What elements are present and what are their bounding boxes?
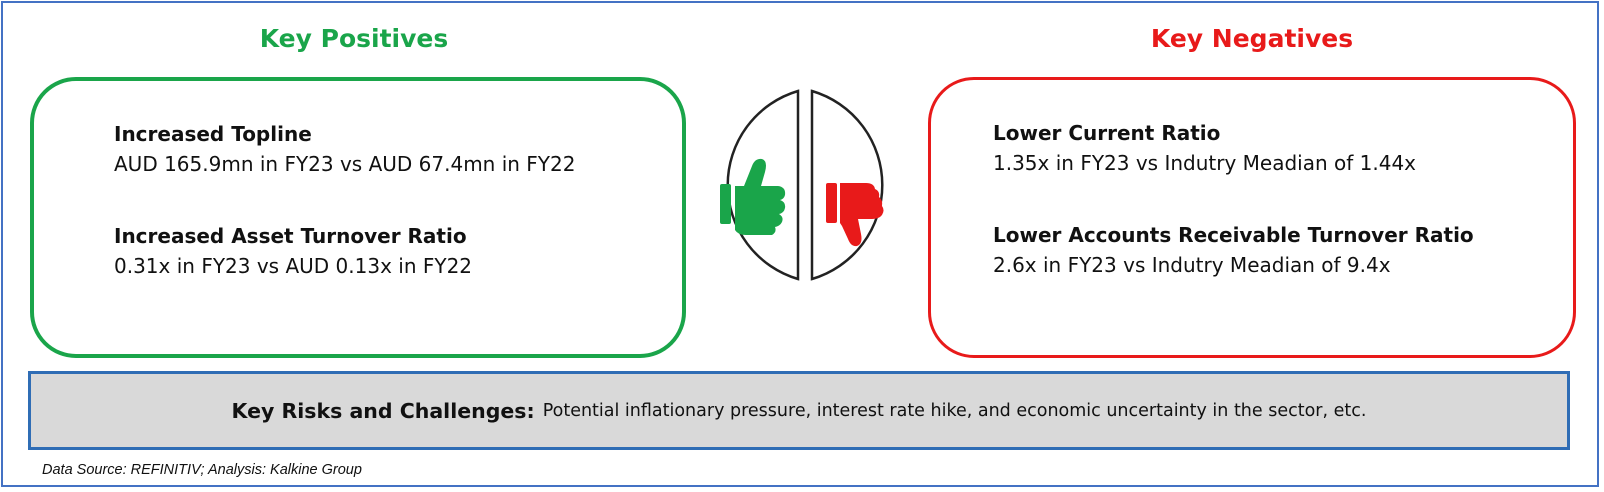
risks-label: Key Risks and Challenges: [231, 398, 535, 423]
positives-box: Increased Topline AUD 165.9mn in FY23 vs… [30, 77, 686, 358]
negative-item-title: Lower Current Ratio [993, 121, 1221, 145]
risks-banner: Key Risks and Challenges: Potential infl… [28, 371, 1570, 450]
positives-heading: Key Positives [259, 24, 449, 53]
positive-item-detail: AUD 165.9mn in FY23 vs AUD 67.4mn in FY2… [114, 152, 576, 176]
data-source-note: Data Source: REFINITIV; Analysis: Kalkin… [42, 462, 362, 478]
negative-item-title: Lower Accounts Receivable Turnover Ratio [993, 223, 1474, 247]
positive-item: Increased Asset Turnover Ratio 0.31x in … [114, 221, 472, 281]
thumbs-down-icon [826, 183, 884, 247]
negative-item: Lower Accounts Receivable Turnover Ratio… [993, 220, 1474, 280]
negatives-box: Lower Current Ratio 1.35x in FY23 vs Ind… [928, 77, 1576, 358]
negative-item: Lower Current Ratio 1.35x in FY23 vs Ind… [993, 118, 1416, 178]
risks-text: Potential inflationary pressure, interes… [542, 400, 1367, 421]
positive-item-title: Increased Asset Turnover Ratio [114, 224, 467, 248]
left-half-circle [726, 89, 800, 281]
positive-item-detail: 0.31x in FY23 vs AUD 0.13x in FY22 [114, 254, 473, 278]
thumbs-up-icon [720, 158, 786, 235]
thumbs-graphic [720, 89, 884, 281]
negatives-heading: Key Negatives [1150, 24, 1354, 53]
positive-item: Increased Topline AUD 165.9mn in FY23 vs… [114, 119, 575, 179]
negative-item-detail: 1.35x in FY23 vs Indutry Meadian of 1.44… [993, 151, 1417, 175]
positive-item-title: Increased Topline [114, 122, 312, 146]
negative-item-detail: 2.6x in FY23 vs Indutry Meadian of 9.4x [993, 253, 1391, 277]
